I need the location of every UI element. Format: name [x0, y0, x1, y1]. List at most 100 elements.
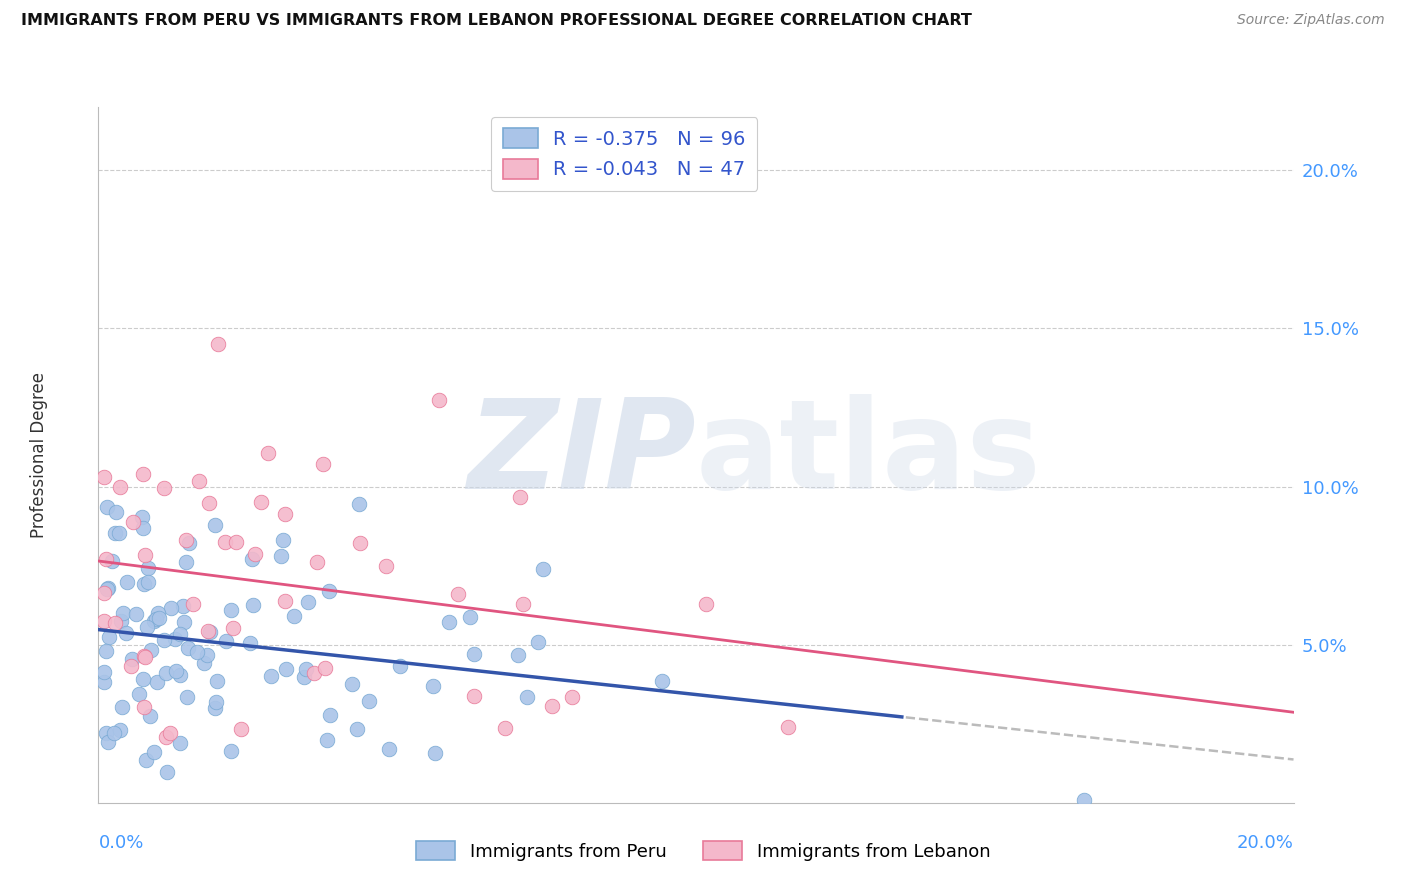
Point [146, 675, 169, 690]
Point [134, 700, 156, 714]
Point [273, 594, 295, 608]
Point [249, 495, 271, 509]
Point [508, 648, 530, 662]
Point [111, 700, 134, 714]
Point [110, 615, 132, 629]
Point [134, 650, 156, 665]
Point [229, 722, 252, 736]
Point [423, 746, 446, 760]
Point [156, 764, 179, 779]
Point [207, 337, 229, 351]
Point [155, 730, 177, 744]
Point [108, 723, 131, 737]
Point [94, 644, 117, 658]
Point [173, 615, 195, 629]
Point [214, 633, 236, 648]
Text: 20.0%: 20.0% [1237, 834, 1294, 852]
Point [242, 598, 264, 612]
Point [104, 526, 127, 541]
Point [93, 665, 115, 679]
Point [512, 597, 534, 611]
Point [115, 626, 138, 640]
Point [132, 467, 155, 481]
Point [240, 552, 263, 566]
Text: IMMIGRANTS FROM PERU VS IMMIGRANTS FROM LEBANON PROFESSIONAL DEGREE CORRELATION : IMMIGRANTS FROM PERU VS IMMIGRANTS FROM … [21, 13, 972, 29]
Point [132, 576, 155, 591]
Point [195, 648, 218, 662]
Point [155, 665, 177, 680]
Point [427, 393, 450, 408]
Point [96, 500, 118, 514]
Point [437, 615, 460, 629]
Point [128, 687, 150, 701]
Point [205, 674, 228, 689]
Point [146, 606, 169, 620]
Point [319, 708, 342, 723]
Point [271, 533, 294, 548]
Point [516, 690, 538, 705]
Point [142, 745, 165, 759]
Point [93, 470, 115, 484]
Point [117, 574, 139, 589]
Point [125, 607, 148, 621]
Point [695, 597, 717, 611]
Point [97, 631, 120, 645]
Point [193, 656, 215, 670]
Point [94, 725, 117, 739]
Point [96, 582, 118, 596]
Point [256, 446, 278, 460]
Point [447, 587, 470, 601]
Point [274, 661, 297, 675]
Point [172, 599, 194, 613]
Point [188, 475, 211, 489]
Point [205, 695, 228, 709]
Point [132, 649, 155, 664]
Point [94, 552, 117, 566]
Point [259, 669, 281, 683]
Point [204, 701, 226, 715]
Point [219, 603, 242, 617]
Point [561, 690, 583, 704]
Point [148, 611, 170, 625]
Point [97, 581, 120, 595]
Point [283, 609, 305, 624]
Text: Professional Degree: Professional Degree [30, 372, 48, 538]
Point [274, 507, 297, 521]
Point [270, 549, 292, 564]
Text: Source: ZipAtlas.com: Source: ZipAtlas.com [1237, 13, 1385, 28]
Point [243, 548, 266, 562]
Point [104, 616, 127, 631]
Point [136, 575, 159, 590]
Point [177, 535, 200, 549]
Point [225, 534, 247, 549]
Point [176, 690, 198, 705]
Point [359, 694, 381, 708]
Point [105, 505, 128, 519]
Point [198, 496, 221, 510]
Point [132, 672, 155, 686]
Point [219, 744, 242, 758]
Point [349, 497, 371, 511]
Point [153, 482, 176, 496]
Point [375, 559, 398, 574]
Point [169, 627, 191, 641]
Point [97, 734, 120, 748]
Point [346, 722, 368, 736]
Point [509, 490, 531, 504]
Point [152, 633, 174, 648]
Legend: R = -0.375   N = 96, R = -0.043   N = 47: R = -0.375 N = 96, R = -0.043 N = 47 [491, 117, 758, 191]
Point [103, 726, 125, 740]
Point [177, 641, 200, 656]
Point [139, 709, 162, 723]
Point [169, 668, 191, 682]
Point [378, 742, 401, 756]
Point [186, 645, 208, 659]
Point [136, 560, 159, 574]
Point [93, 674, 115, 689]
Point [101, 554, 124, 568]
Point [132, 521, 155, 535]
Point [93, 585, 115, 599]
Point [198, 625, 221, 640]
Point [120, 658, 142, 673]
Point [160, 601, 183, 615]
